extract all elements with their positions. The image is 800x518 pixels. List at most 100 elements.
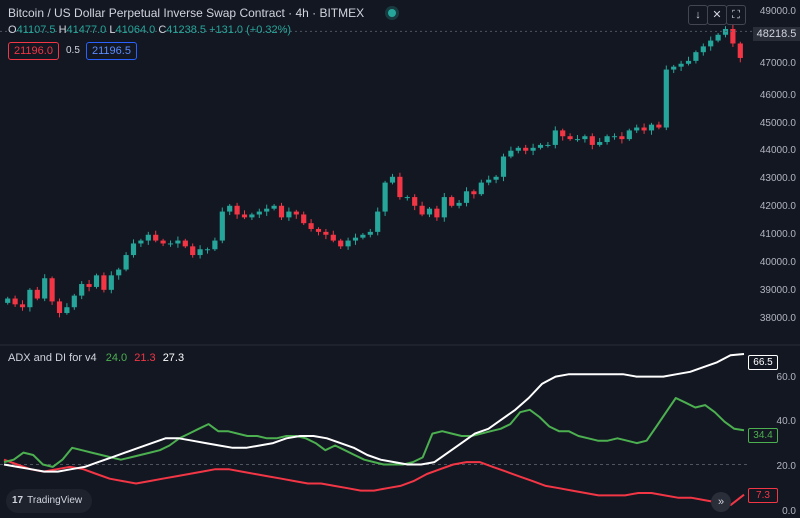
candle-body — [108, 275, 114, 290]
price-axis-label: 39000.0 — [759, 285, 796, 296]
market-status-icon — [388, 9, 396, 17]
candle-body — [471, 191, 477, 195]
candle-body — [167, 243, 174, 245]
price-axis-label: 42000.0 — [759, 201, 796, 212]
indicator-legend[interactable]: ADX and DI for v4 24.0 21.3 27.3 — [8, 352, 184, 364]
candle-body — [493, 176, 499, 180]
candle-body — [604, 136, 610, 143]
minus-di-last-tag: 7.3 — [748, 488, 778, 503]
candle-body — [256, 211, 262, 215]
candle-body — [434, 208, 440, 218]
candle-body — [264, 208, 270, 212]
indicator-name: ADX and DI for v4 — [8, 352, 97, 364]
candle-body — [671, 66, 677, 70]
candle-body — [204, 249, 211, 251]
candle-body — [597, 142, 603, 145]
candle-body — [552, 130, 558, 145]
candle-body — [219, 211, 225, 241]
candle-body — [138, 240, 144, 244]
collapse-icon[interactable]: ✕ — [707, 5, 727, 25]
low-label: L — [109, 24, 116, 36]
down-arrow-icon[interactable]: ↓ — [688, 5, 708, 25]
candle-body — [508, 150, 514, 157]
candle-body — [5, 298, 11, 303]
candle-body — [71, 295, 77, 308]
candle-body — [619, 136, 625, 140]
candle-body — [49, 278, 55, 302]
candle-body — [86, 284, 92, 287]
candle-body — [64, 307, 70, 314]
price-axis-label: 41000.0 — [759, 229, 796, 240]
adx-line — [3, 353, 745, 473]
spread-value: 0.5 — [66, 45, 80, 56]
tradingview-logo-icon: 17 — [12, 495, 24, 506]
sell-button[interactable]: 21196.0 — [8, 42, 59, 60]
candle-body — [367, 231, 373, 235]
price-axis-label: 38000.0 — [759, 313, 796, 324]
price-axis-label: 43000.0 — [759, 173, 796, 184]
high-label: H — [58, 24, 67, 36]
candle-body — [530, 147, 536, 151]
candle-body — [212, 240, 218, 250]
candle-body — [463, 191, 470, 203]
price-axis-label: 49000.0 — [759, 6, 796, 17]
candle-body — [412, 197, 418, 206]
candle-body — [715, 34, 721, 41]
candle-body — [116, 269, 122, 276]
candle-body — [153, 234, 159, 241]
candle-body — [419, 205, 425, 215]
tradingview-logo[interactable]: 17 TradingView — [6, 489, 93, 513]
candle-body — [537, 144, 544, 148]
open-value: 41107.5 — [16, 24, 56, 36]
indicator-axis-label: 0.0 — [782, 506, 796, 517]
price-axis-label: 45000.0 — [759, 118, 796, 129]
scroll-to-realtime-icon[interactable]: » — [711, 492, 731, 512]
candle-body — [397, 176, 403, 198]
candle-body — [123, 255, 129, 270]
price-axis-label: 44000.0 — [759, 145, 796, 156]
symbol-title[interactable]: Bitcoin / US Dollar Perpetual Inverse Sw… — [8, 6, 365, 20]
candle-body — [441, 197, 447, 218]
minus-di-line — [3, 458, 745, 506]
fullscreen-icon[interactable]: ⛶ — [726, 5, 746, 25]
candle-body — [101, 275, 107, 290]
candle-body — [523, 147, 529, 151]
ohlc-legend: O41107.5 H41477.0 L41064.0 C41238.5 +131… — [8, 24, 291, 36]
candle-body — [301, 214, 307, 224]
candle-body — [130, 243, 137, 256]
candle-body — [338, 240, 344, 247]
candle-body — [567, 136, 573, 140]
buy-button[interactable]: 21196.5 — [86, 42, 137, 60]
indicator-axis-label: 40.0 — [776, 416, 796, 427]
candle-body — [241, 214, 248, 218]
price-axis-label: 46000.0 — [759, 90, 796, 101]
candle-body — [19, 304, 26, 308]
plus-di-line — [3, 397, 745, 468]
candle-body — [278, 205, 285, 218]
minus-di-value: 21.3 — [134, 352, 156, 364]
candle-body — [293, 211, 299, 215]
candle-body — [449, 197, 455, 206]
candle-body — [730, 28, 736, 44]
candle-body — [700, 46, 706, 53]
candle-body — [286, 211, 292, 218]
close-label: C — [158, 24, 167, 36]
open-label: O — [8, 24, 17, 36]
candle-body — [12, 298, 18, 305]
adx-last-tag: 66.5 — [748, 355, 778, 370]
candle-body — [478, 182, 484, 195]
candle-body — [560, 130, 566, 137]
candle-body — [234, 205, 240, 215]
candle-body — [389, 176, 396, 183]
candle-body — [656, 124, 662, 128]
candle-body — [404, 197, 410, 199]
candle-body — [227, 205, 233, 212]
candle-body — [145, 234, 151, 241]
candle-body — [693, 52, 699, 61]
indicator-axis-label: 60.0 — [776, 372, 796, 383]
candle-body — [641, 127, 647, 131]
candle-body — [426, 208, 433, 215]
candle-body — [190, 246, 196, 256]
indicator-axis-label: 20.0 — [776, 461, 796, 472]
